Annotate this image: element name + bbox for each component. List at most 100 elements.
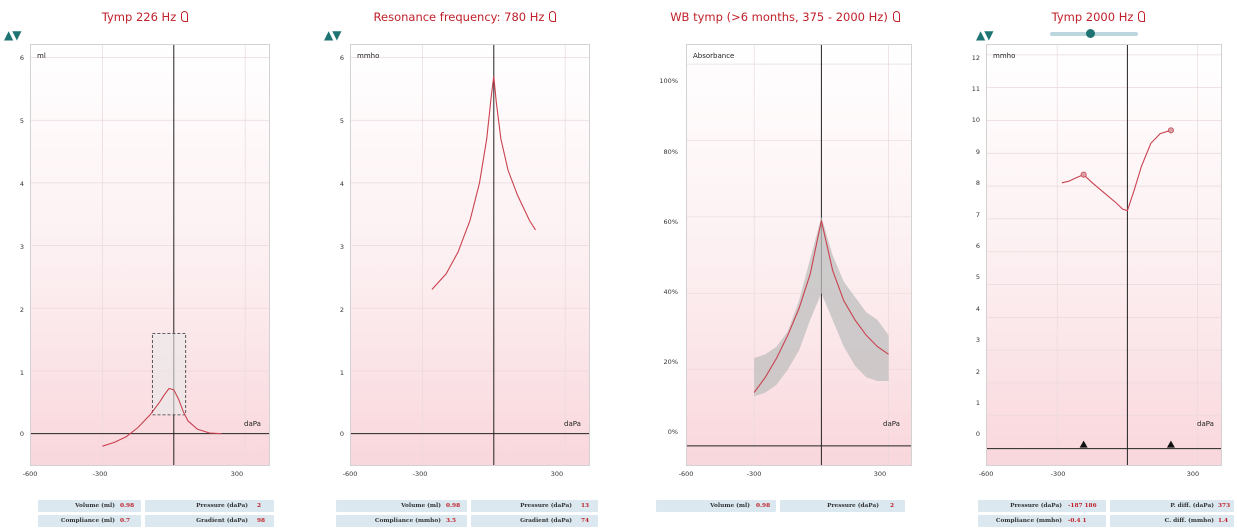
tympanogram-plot[interactable]: mmho daPa — [986, 44, 1222, 466]
arrow-up-icon[interactable]: ▲ — [976, 28, 985, 42]
x-tick-label: -300 — [92, 470, 108, 478]
ear-icon — [1138, 11, 1146, 22]
scale-arrows: ▲▼ — [4, 28, 21, 42]
x-tick-label: 300 — [1186, 470, 1200, 478]
y-unit-label: ml — [37, 52, 46, 60]
y-tick-label: 1 — [339, 369, 344, 377]
y-tick-label: 3 — [975, 336, 980, 344]
y-tick-label: 5 — [19, 117, 24, 125]
x-tick-label: 300 — [230, 470, 244, 478]
y-tick-label: 40% — [663, 288, 678, 296]
chart-canvas — [987, 45, 1221, 465]
y-tick-label: 6 — [339, 54, 344, 62]
absorbance-plot[interactable]: Absorbance daPa — [686, 44, 912, 466]
y-tick-label: 10 — [971, 116, 980, 124]
y-tick-label: 4 — [975, 305, 980, 313]
chart-canvas — [31, 45, 269, 465]
tympanogram-curve — [753, 220, 889, 393]
tymp-226-panel: Tymp 226 Hz ▲▼ ml daPa 6 5 4 3 2 1 0 -60… — [0, 0, 290, 530]
resonance-panel: Resonance frequency: 780 Hz ▲▼ mmho daPa… — [320, 0, 610, 530]
chart-canvas — [687, 45, 911, 465]
scale-arrows: ▲▼ — [976, 28, 993, 42]
x-tick-label: -300 — [746, 470, 762, 478]
x-tick-label: -300 — [1050, 470, 1066, 478]
y-tick-label: 6 — [975, 242, 980, 250]
normative-band — [754, 216, 889, 397]
measure-gradient: Gradient (daPa) 74 — [471, 515, 598, 527]
panel-title: Tymp 226 Hz — [0, 10, 290, 24]
y-tick-label: 80% — [663, 148, 678, 156]
pressure-marker — [1079, 440, 1088, 448]
y-tick-label: 1 — [19, 369, 24, 377]
measure-gradient: Gradient (daPa) 98 — [145, 515, 274, 527]
x-tick-label: -600 — [678, 470, 694, 478]
tymp-2000-panel: Tymp 2000 Hz ▲▼ mmho daPa 12 11 10 9 8 7… — [960, 0, 1237, 530]
y-unit-label: mmho — [357, 52, 380, 60]
measure-volume: Volume (ml) 0.98 — [656, 500, 776, 512]
y-tick-label: 7 — [975, 211, 980, 219]
y-tick-label: 5 — [975, 273, 980, 281]
measure-volume: Volume (ml) 0.98 — [336, 500, 467, 512]
measure-pressure: Pressure (daPa) 2 — [145, 500, 274, 512]
y-tick-label: 0 — [975, 430, 980, 438]
chart-canvas — [351, 45, 589, 465]
y-tick-label: 6 — [19, 54, 24, 62]
ear-icon — [892, 11, 900, 22]
y-tick-label: 1 — [975, 399, 980, 407]
x-tick-label: 300 — [873, 470, 887, 478]
x-unit-label: daPa — [1197, 420, 1214, 428]
compliance-box — [151, 332, 187, 416]
y-tick-label: 11 — [971, 85, 980, 93]
x-unit-label: daPa — [564, 420, 581, 428]
tympanogram-curve — [102, 387, 222, 447]
resonance-plot[interactable]: mmho daPa — [350, 44, 590, 466]
measure-volume: Volume (ml) 0.98 — [38, 500, 141, 512]
y-tick-label: 0 — [19, 430, 24, 438]
y-tick-label: 3 — [19, 243, 24, 251]
tympanogram-curve — [431, 76, 536, 290]
y-tick-label: 5 — [339, 117, 344, 125]
y-tick-label: 12 — [971, 54, 980, 62]
arrow-down-icon[interactable]: ▼ — [984, 28, 993, 42]
x-unit-label: daPa — [244, 420, 261, 428]
x-unit-label: daPa — [883, 420, 900, 428]
arrow-down-icon[interactable]: ▼ — [12, 28, 21, 42]
y-tick-label: 4 — [339, 180, 344, 188]
y-tick-label: 60% — [663, 218, 678, 226]
pressure-slider[interactable] — [1050, 29, 1138, 38]
tympanogram-curve — [1061, 129, 1172, 212]
x-tick-label: -600 — [22, 470, 38, 478]
measure-p-diff: P. diff. (daPa) 373 — [1110, 500, 1234, 512]
y-tick-label: 2 — [975, 368, 980, 376]
measure-compliance: Compliance (mmho) 3.5 — [336, 515, 467, 527]
arrow-up-icon[interactable]: ▲ — [4, 28, 13, 42]
x-tick-label: -600 — [978, 470, 994, 478]
y-tick-label: 8 — [975, 179, 980, 187]
y-tick-label: 20% — [663, 358, 678, 366]
ear-icon — [549, 11, 557, 22]
y-tick-label: 9 — [975, 148, 980, 156]
panel-title: WB tymp (>6 months, 375 - 2000 Hz) — [640, 10, 930, 24]
arrow-up-icon[interactable]: ▲ — [324, 28, 333, 42]
slider-knob[interactable] — [1086, 29, 1095, 38]
ear-icon — [181, 11, 189, 22]
pressure-marker — [1166, 440, 1175, 448]
y-tick-label: 0% — [667, 428, 678, 436]
y-tick-label: 3 — [339, 243, 344, 251]
scale-arrows: ▲▼ — [324, 28, 341, 42]
y-tick-label: 100% — [659, 77, 678, 85]
y-tick-label: 2 — [339, 306, 344, 314]
y-tick-label: 2 — [19, 306, 24, 314]
measure-pressure: Pressure (daPa) 13 — [471, 500, 598, 512]
y-unit-label: Absorbance — [693, 52, 735, 60]
measure-c-diff: C. diff. (mmho) 1.4 — [1110, 515, 1234, 527]
panel-title: Resonance frequency: 780 Hz — [320, 10, 610, 24]
arrow-down-icon[interactable]: ▼ — [332, 28, 341, 42]
tympanogram-plot[interactable]: ml daPa — [30, 44, 270, 466]
measure-pressure: Pressure (daPa) 2 — [780, 500, 905, 512]
y-tick-label: 0 — [339, 430, 344, 438]
peak-point — [1167, 127, 1174, 134]
x-tick-label: -600 — [342, 470, 358, 478]
x-tick-label: 300 — [550, 470, 564, 478]
wb-tymp-panel: WB tymp (>6 months, 375 - 2000 Hz) Absor… — [640, 0, 930, 530]
